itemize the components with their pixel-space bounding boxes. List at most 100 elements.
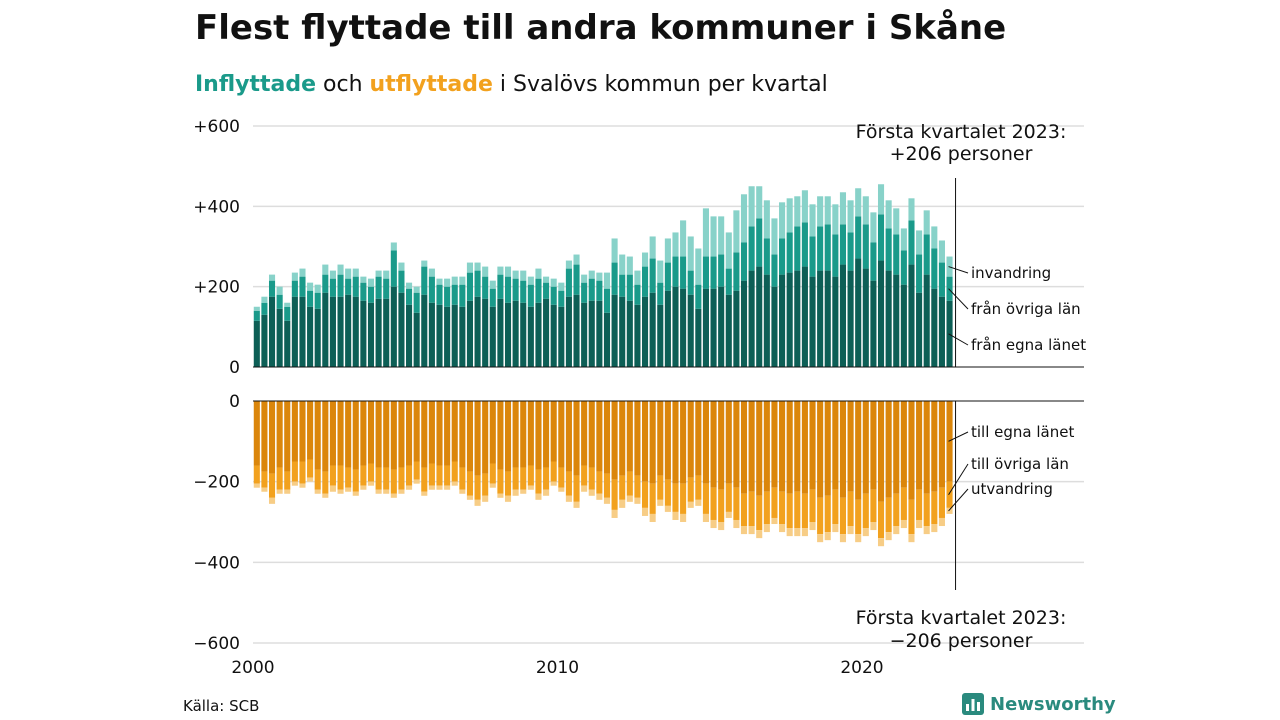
bar-in-other-counties bbox=[885, 228, 892, 271]
bar-out-emigration bbox=[512, 489, 519, 496]
bar-in-immigration bbox=[664, 238, 671, 263]
bar-out-other-counties bbox=[268, 473, 276, 498]
bar-in-own-county bbox=[596, 300, 603, 367]
bar-in-own-county bbox=[619, 296, 626, 367]
bar-out-other-counties bbox=[771, 487, 778, 518]
page-title: Flest flyttade till andra kommuner i Skå… bbox=[195, 8, 1007, 48]
bar-in-own-county bbox=[832, 276, 839, 367]
bar-in-immigration bbox=[550, 278, 557, 287]
bar-in-other-counties bbox=[756, 218, 763, 267]
bar-out-emigration bbox=[466, 495, 474, 500]
chart-subtitle: Inflyttade och utflyttade i Svalövs komm… bbox=[195, 72, 828, 97]
bar-in-immigration bbox=[877, 184, 885, 215]
bar-in-other-counties bbox=[619, 274, 626, 297]
bar-out-own-county bbox=[824, 401, 831, 496]
bar-out-other-counties bbox=[672, 483, 679, 512]
bar-in-other-counties bbox=[497, 274, 504, 299]
bar-in-other-counties bbox=[626, 274, 633, 301]
bar-in-own-county bbox=[550, 304, 557, 367]
bar-in-own-county bbox=[367, 302, 375, 367]
bar-in-other-counties bbox=[375, 276, 382, 299]
bar-out-own-county bbox=[291, 401, 298, 462]
bar-in-immigration bbox=[649, 236, 656, 259]
bar-in-immigration bbox=[253, 306, 260, 311]
bar-out-own-county bbox=[877, 401, 885, 502]
bar-out-emigration bbox=[885, 532, 892, 541]
bar-in-own-county bbox=[527, 306, 534, 367]
bar-in-own-county bbox=[459, 306, 466, 367]
bar-in-other-counties bbox=[390, 250, 397, 287]
bar-out-other-counties bbox=[428, 463, 435, 486]
bar-out-own-county bbox=[596, 401, 603, 472]
bar-in-other-counties bbox=[413, 292, 420, 313]
bar-in-other-counties bbox=[702, 256, 709, 289]
bar-in-immigration bbox=[436, 278, 443, 285]
bar-out-other-counties bbox=[375, 467, 382, 490]
bar-out-other-counties bbox=[276, 467, 283, 490]
bar-in-own-county bbox=[383, 298, 390, 367]
bar-in-immigration bbox=[870, 212, 877, 243]
bar-out-own-county bbox=[261, 401, 268, 472]
bar-in-other-counties bbox=[398, 270, 405, 293]
bar-in-own-county bbox=[923, 274, 930, 367]
bar-out-own-county bbox=[664, 401, 671, 480]
bar-in-own-county bbox=[565, 296, 572, 367]
bar-in-other-counties bbox=[657, 282, 664, 305]
bar-out-emigration bbox=[558, 487, 565, 492]
bar-out-other-counties bbox=[253, 465, 260, 484]
bar-out-other-counties bbox=[421, 467, 428, 492]
annotation-out-line1: Första kvartalet 2023: bbox=[856, 607, 1067, 629]
source-note: Källa: SCB bbox=[183, 697, 260, 715]
bar-out-own-county bbox=[603, 401, 611, 474]
bar-out-own-county bbox=[565, 401, 572, 472]
bar-in-immigration bbox=[444, 278, 451, 287]
bar-in-other-counties bbox=[687, 270, 694, 295]
bar-in-immigration bbox=[748, 186, 755, 227]
bar-in-other-counties bbox=[634, 284, 641, 305]
bar-out-other-counties bbox=[680, 483, 687, 514]
bar-in-other-counties bbox=[367, 286, 375, 303]
bar-out-other-counties bbox=[482, 473, 489, 496]
bar-out-own-county bbox=[520, 401, 527, 468]
bar-out-own-county bbox=[466, 401, 474, 472]
bar-in-immigration bbox=[474, 262, 481, 271]
bar-in-other-counties bbox=[352, 276, 359, 297]
bar-out-own-county bbox=[459, 401, 466, 468]
bar-out-own-county bbox=[634, 401, 641, 476]
bar-in-immigration bbox=[657, 260, 664, 283]
bar-in-immigration bbox=[695, 248, 702, 285]
bar-in-immigration bbox=[421, 260, 428, 267]
bar-out-own-county bbox=[345, 401, 352, 468]
bar-in-own-county bbox=[428, 302, 435, 367]
bar-in-own-county bbox=[588, 300, 595, 367]
bar-in-own-county bbox=[504, 302, 512, 367]
x-tick-label: 2020 bbox=[840, 658, 883, 678]
bar-out-own-county bbox=[641, 401, 649, 482]
bar-out-other-counties bbox=[817, 497, 824, 535]
bar-in-immigration bbox=[261, 296, 268, 303]
bar-in-other-counties bbox=[877, 214, 885, 261]
bar-out-own-county bbox=[421, 401, 428, 468]
bar-in-own-county bbox=[855, 258, 862, 367]
bar-in-own-county bbox=[489, 306, 496, 367]
bar-in-other-counties bbox=[832, 234, 839, 277]
bar-in-other-counties bbox=[307, 290, 314, 307]
bar-in-other-counties bbox=[680, 256, 687, 289]
bar-out-emigration bbox=[938, 517, 945, 527]
annotation-out-line2: −206 personer bbox=[890, 630, 1033, 652]
bar-in-other-counties bbox=[299, 276, 306, 297]
bar-out-own-county bbox=[847, 401, 854, 492]
bar-in-own-county bbox=[740, 280, 748, 367]
bar-out-emigration bbox=[786, 528, 793, 537]
bar-in-immigration bbox=[862, 196, 869, 225]
brand-logo: Newsworthy bbox=[962, 693, 1116, 715]
bar-in-own-county bbox=[763, 274, 770, 367]
bar-in-immigration bbox=[451, 276, 458, 285]
bar-in-immigration bbox=[801, 190, 808, 223]
bar-in-immigration bbox=[588, 270, 595, 279]
bar-out-other-counties bbox=[459, 467, 466, 490]
bar-out-own-county bbox=[329, 401, 336, 466]
bar-in-other-counties bbox=[817, 226, 824, 271]
bar-out-other-counties bbox=[596, 471, 603, 494]
bar-out-own-county bbox=[337, 401, 344, 466]
